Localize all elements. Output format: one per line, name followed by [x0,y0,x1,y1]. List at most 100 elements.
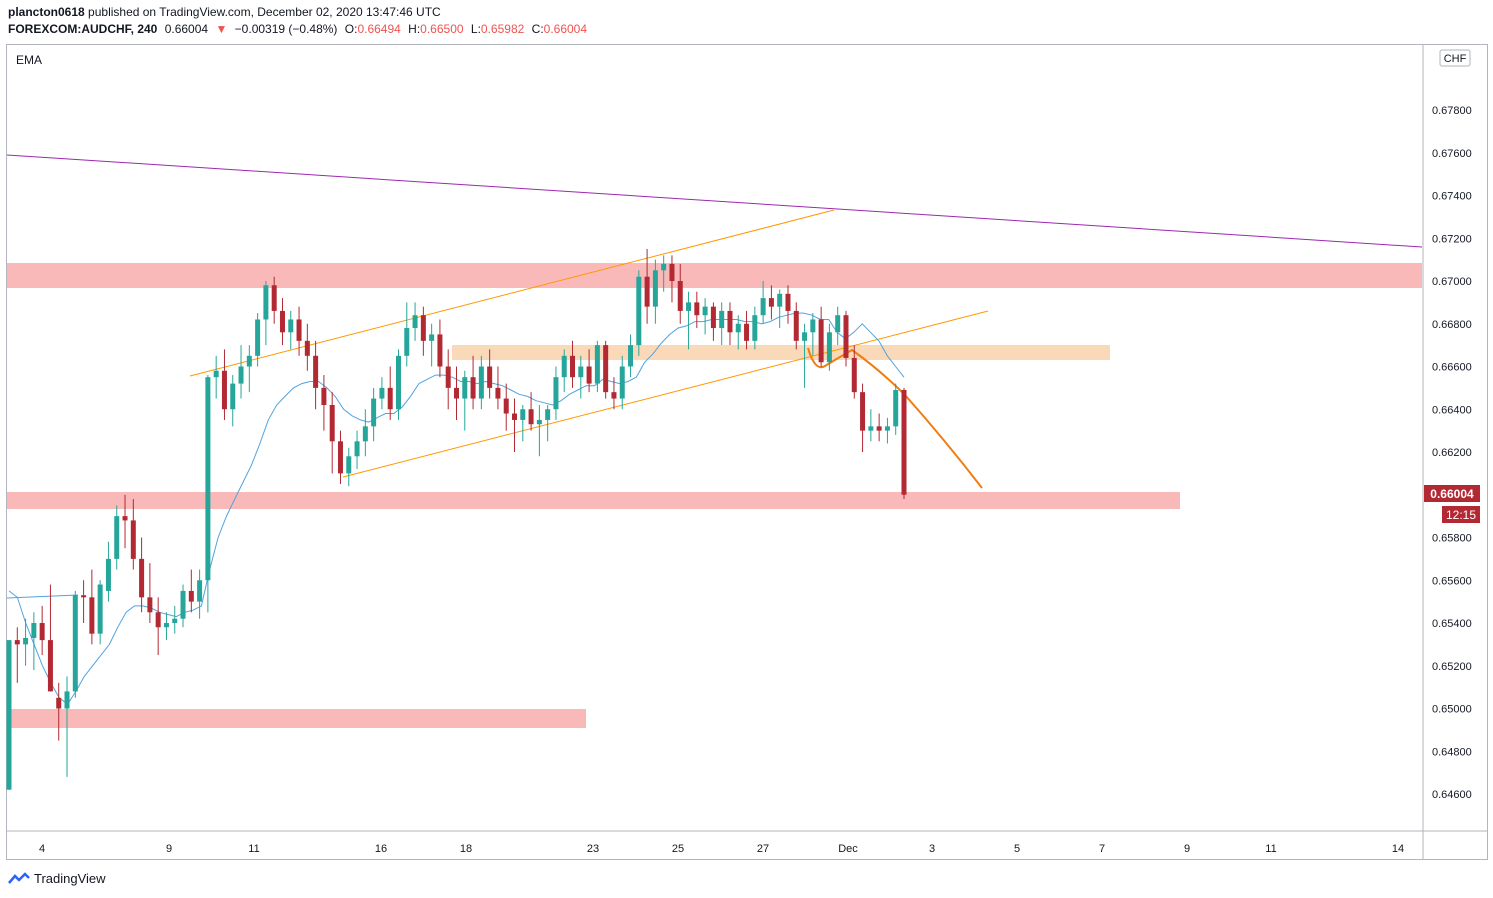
candle[interactable] [561,349,567,393]
candle[interactable] [296,306,302,356]
candle[interactable] [337,430,343,485]
candle[interactable] [271,276,277,324]
candle[interactable] [826,323,832,371]
candle[interactable] [611,377,617,410]
candle[interactable] [288,310,294,350]
candle[interactable] [404,302,410,367]
candle[interactable] [420,306,426,356]
candle[interactable] [528,392,534,431]
candle[interactable] [197,569,203,619]
candle[interactable] [478,355,484,410]
currency-badge[interactable]: CHF [1439,49,1471,67]
candle[interactable] [636,270,642,356]
candle[interactable] [520,404,526,442]
candle[interactable] [677,263,683,324]
candle[interactable] [901,387,907,500]
candle[interactable] [884,417,890,444]
candle[interactable] [163,612,169,641]
candle[interactable] [188,569,194,613]
candle[interactable] [362,409,368,457]
candle[interactable] [230,375,236,427]
candle[interactable] [97,580,103,645]
candle[interactable] [594,340,600,393]
candle[interactable] [155,597,161,656]
candle[interactable] [47,584,53,692]
candle[interactable] [89,569,95,645]
candle[interactable] [454,366,459,420]
symbol-name[interactable]: FOREXCOM:AUDCHF, 240 [8,22,158,36]
candle[interactable] [81,580,87,623]
candle[interactable] [578,355,584,399]
candle[interactable] [661,255,667,292]
candle[interactable] [246,345,252,393]
candle[interactable] [147,563,153,623]
candle[interactable] [470,355,476,410]
candle[interactable] [445,349,451,410]
candle[interactable] [139,537,145,613]
candle[interactable] [512,398,518,452]
candle[interactable] [387,366,393,420]
candle[interactable] [802,323,808,388]
candle[interactable] [172,605,178,634]
candle[interactable] [354,430,360,470]
candle[interactable] [553,366,559,420]
candle[interactable] [760,281,766,324]
candle[interactable] [843,310,849,367]
candle[interactable] [64,676,70,777]
candle[interactable] [586,349,592,393]
candle[interactable] [255,313,261,367]
candle[interactable] [851,345,857,399]
candle[interactable] [835,306,841,346]
candle[interactable] [860,383,866,452]
candle[interactable] [536,404,542,457]
indicator-label-ema[interactable]: EMA [16,53,43,67]
candle[interactable] [487,349,493,399]
candle[interactable] [628,334,634,378]
candle[interactable] [14,627,20,683]
candle[interactable] [686,291,692,350]
candle[interactable] [379,377,385,410]
candle[interactable] [644,248,650,324]
candle[interactable] [793,302,799,350]
candle[interactable] [371,387,377,442]
candle[interactable] [72,590,78,698]
channel-lower-line[interactable] [342,310,989,478]
candle[interactable] [321,375,327,431]
candle[interactable] [39,605,45,656]
candle[interactable] [752,306,758,350]
candle[interactable] [702,298,708,335]
candle[interactable] [31,612,37,671]
candle[interactable] [735,315,741,350]
candle[interactable] [279,298,285,346]
candle[interactable] [619,355,625,410]
projection-path[interactable] [807,347,983,489]
candle[interactable] [238,345,244,399]
candle[interactable] [221,349,227,420]
candle[interactable] [669,255,675,303]
candle[interactable] [114,505,120,570]
candle[interactable] [503,383,509,431]
candle[interactable] [495,366,501,410]
candle[interactable] [329,392,335,474]
candle[interactable] [437,319,443,378]
candle[interactable] [23,618,29,666]
candle[interactable] [545,404,551,442]
candle[interactable] [429,323,435,367]
candle[interactable] [818,306,824,367]
candle[interactable] [213,355,219,399]
candle[interactable] [785,285,791,324]
candle[interactable] [346,447,352,487]
candle[interactable] [710,302,716,341]
candle[interactable] [744,310,750,350]
candle[interactable] [768,285,774,320]
candle[interactable] [122,494,128,549]
channel-upper-line[interactable] [189,209,835,377]
candle[interactable] [810,313,816,356]
candle[interactable] [603,340,609,399]
candle[interactable] [105,541,111,602]
candle[interactable] [893,383,899,435]
trendline-purple[interactable] [6,154,1423,248]
candle[interactable] [462,370,468,431]
footer-brand[interactable]: TradingView [8,871,106,886]
candle[interactable] [868,409,874,442]
